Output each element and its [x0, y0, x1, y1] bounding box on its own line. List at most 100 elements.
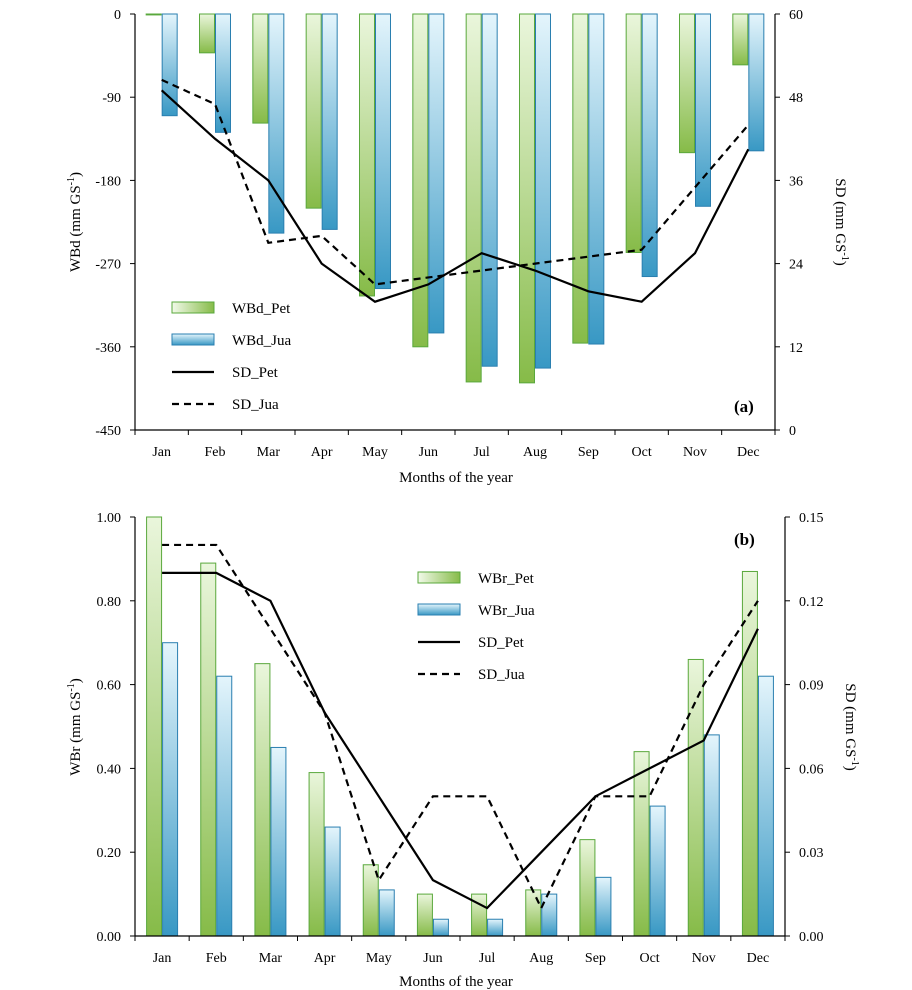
lines-layer-b	[162, 543, 759, 911]
bar-wbr-pet-dec	[741, 570, 758, 937]
x-tick-label: Jul	[479, 951, 495, 966]
bar-wbd-jua-mar	[268, 13, 285, 234]
x-tick-label: Jan	[152, 445, 171, 460]
bar-wbr-pet-aug	[525, 889, 542, 937]
bar-wbd-jua-nov	[695, 13, 711, 207]
y2-tick-label: 0.00	[799, 930, 824, 945]
y-tick-label: -180	[95, 174, 121, 189]
legend-label-wbr-pet: WBr_Pet	[478, 571, 535, 587]
legend-a: WBd_Pet WBd_Jua SD_Pet SD_Jua	[171, 301, 292, 413]
bar-wbd-pet-oct	[625, 13, 642, 254]
x-tick-label: Apr	[314, 951, 336, 966]
bar-wbd-jua-feb	[215, 13, 231, 133]
legend-swatch-wbd-pet	[171, 301, 215, 314]
bar-wbd-jua-jun	[428, 13, 445, 334]
bar-wbd-jua-apr	[321, 13, 338, 230]
x-tick-label: Dec	[747, 951, 770, 966]
bar-wbr-pet-oct	[633, 751, 650, 937]
bar-wbr-jua-jan	[162, 642, 179, 937]
bar-wbd-pet-mar	[252, 13, 269, 124]
bar-wbr-pet-feb	[200, 562, 217, 937]
axes-layer-b: 1.00 0.80 0.60 0.40 0.20 0.00 0.15 0.12 0.09 0.06…	[97, 511, 824, 966]
x-tick-label: Apr	[311, 445, 333, 460]
chart-panel-a: 0 -90 -180 -270 -360 -450 60 48 36 24 12 0 Jan Feb Mar…	[66, 8, 850, 486]
y-tick-label: -270	[95, 258, 121, 273]
x-tick-label: May	[362, 445, 388, 460]
y2-tick-label: 24	[789, 258, 803, 273]
legend-label-sd-pet: SD_Pet	[232, 365, 279, 381]
y2-axis-title-b: SD (mm GS-1)	[842, 683, 860, 771]
y2-tick-label: 0.09	[799, 679, 824, 694]
x-tick-label: Mar	[259, 951, 283, 966]
y2-tick-label: 60	[789, 8, 803, 23]
bar-wbr-pet-sep	[579, 839, 596, 937]
bars-layer-a	[145, 13, 765, 384]
x-axis-title-b: Months of the year	[399, 974, 513, 990]
x-tick-label: May	[366, 951, 392, 966]
bar-wbr-jua-aug	[541, 893, 558, 937]
bar-wbd-jua-sep	[588, 13, 605, 345]
bar-wbr-jua-apr	[324, 826, 341, 937]
x-tick-label: Jul	[473, 445, 489, 460]
x-tick-label: Jan	[153, 951, 172, 966]
bar-wbd-jua-may	[375, 13, 391, 290]
y-tick-label: 0.20	[97, 846, 122, 861]
bar-wbd-jua-aug	[535, 13, 551, 369]
y2-tick-label: 0.15	[799, 511, 824, 526]
y2-axis-title-a: SD (mm GS-1)	[832, 178, 850, 266]
legend-swatch-wbr-jua	[417, 603, 461, 616]
bar-wbd-pet-feb	[199, 13, 215, 54]
y-tick-label: 0.60	[97, 679, 122, 694]
lines-layer-a	[160, 78, 750, 303]
bar-wbr-jua-may	[378, 889, 395, 937]
y2-tick-label: 12	[789, 341, 803, 356]
y2-tick-label: 0.12	[799, 595, 824, 610]
x-tick-label: Jun	[419, 445, 438, 460]
y-tick-label: 1.00	[97, 511, 122, 526]
y-tick-label: 0.40	[97, 762, 122, 777]
y-tick-label: -450	[95, 424, 121, 439]
x-axis-title-a: Months of the year	[399, 470, 513, 486]
line-sd-pet	[160, 89, 750, 303]
legend-label-sd-jua: SD_Jua	[232, 397, 279, 413]
bar-wbr-pet-may	[362, 864, 379, 937]
y2-tick-label: 48	[789, 91, 803, 106]
x-tick-label: Sep	[578, 445, 599, 460]
x-tick-label: Oct	[639, 951, 659, 966]
bar-wbr-pet-jun	[416, 893, 433, 937]
y-axis-title-b: WBr (mm GS-1)	[66, 678, 84, 776]
legend-b: WBr_Pet WBr_Jua SD_Pet SD_Jua	[417, 571, 535, 683]
line-sd-jua	[161, 78, 750, 286]
x-tick-label: Mar	[257, 445, 281, 460]
x-tick-label: Aug	[523, 445, 547, 460]
bar-wbd-jua-jul	[481, 13, 498, 367]
bar-wbd-pet-sep	[572, 13, 589, 344]
x-tick-label: Sep	[585, 951, 606, 966]
x-tick-label: Aug	[529, 951, 553, 966]
bar-wbd-jua-oct	[641, 13, 658, 278]
legend-swatch-wbr-pet	[417, 571, 461, 584]
legend-label-sd-pet: SD_Pet	[478, 635, 525, 651]
bar-wbd-pet-nov	[679, 13, 695, 154]
panel-label-b: (b)	[734, 530, 755, 549]
bar-wbr-pet-mar	[254, 663, 271, 937]
y2-tick-label: 36	[789, 174, 803, 189]
x-tick-label: Jun	[423, 951, 442, 966]
y2-tick-label: 0.03	[799, 846, 824, 861]
x-tick-label: Oct	[632, 445, 652, 460]
y2-tick-label: 0	[789, 424, 796, 439]
panel-label-a: (a)	[734, 397, 754, 416]
y-tick-label: -360	[95, 341, 121, 356]
bar-wbd-pet-jun	[412, 13, 429, 348]
bar-wbr-jua-mar	[270, 746, 287, 937]
bar-wbr-jua-oct	[649, 805, 666, 937]
bar-wbd-jua-dec	[748, 13, 765, 152]
bar-wbr-pet-jan	[146, 516, 163, 937]
y2-tick-label: 0.06	[799, 762, 824, 777]
bar-wbd-pet-apr	[305, 13, 322, 209]
bar-wbr-jua-dec	[757, 675, 774, 937]
x-tick-label: Feb	[205, 445, 226, 460]
line-sd-jua	[162, 543, 759, 911]
chart-panel-b: 1.00 0.80 0.60 0.40 0.20 0.00 0.15 0.12 0.09 0.06…	[66, 511, 860, 990]
